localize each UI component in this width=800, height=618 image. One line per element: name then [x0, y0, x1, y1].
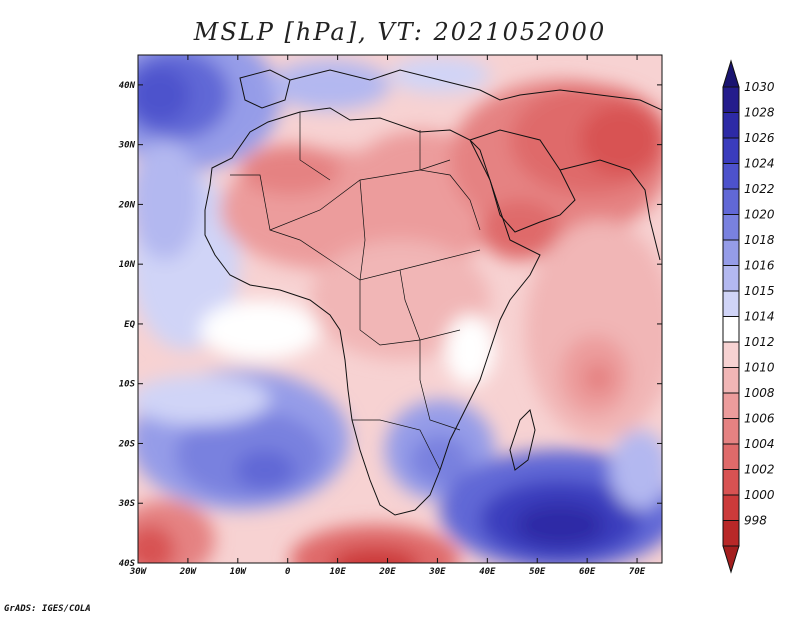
lon-tick-label: 10E: [329, 567, 346, 577]
colorbar-swatch: [722, 86, 740, 113]
europe-coastline: [289, 69, 662, 111]
colorbar-label: 1020: [744, 208, 775, 222]
colorbar-swatch: [722, 214, 740, 241]
lat-tick-label: EQ: [124, 320, 135, 330]
lat-tick-label: 30S: [118, 499, 136, 509]
colorbar-swatch: [722, 469, 740, 496]
colorbar-swatch: [722, 290, 740, 317]
lon-tick-label: 10W: [230, 567, 248, 577]
colorbar-label: 1012: [744, 335, 775, 349]
lat-tick-label: 20S: [118, 439, 136, 449]
credit-text: GrADS: IGES/COLA: [4, 604, 91, 614]
colorbar-swatch: [722, 316, 740, 343]
colorbar-label: 1010: [744, 361, 775, 375]
colorbar: 1030 1028 1026 1024 1022 1020 1018 1016 1015 1014…: [722, 59, 775, 574]
colorbar-swatch: [722, 392, 740, 419]
colorbar-label: 1026: [744, 131, 775, 145]
colorbar-swatch: [722, 137, 740, 164]
colorbar-label: 1004: [744, 437, 775, 451]
colorbar-label: 1008: [744, 386, 775, 400]
colorbar-label: 1000: [744, 488, 775, 502]
colorbar-swatch: [722, 163, 740, 190]
lat-tick-label: 10S: [119, 380, 136, 390]
borders: [230, 112, 481, 471]
colorbar-label: 1028: [744, 106, 775, 120]
colorbar-swatch: [722, 188, 740, 215]
lon-tick-label: 50E: [529, 567, 546, 577]
lat-tick-label: 40N: [119, 81, 136, 91]
lat-tick-label: 40S: [119, 559, 136, 569]
colorbar-swatch: [722, 494, 740, 521]
plot-title: MSLP [hPa], VT: 2021052000: [193, 18, 607, 46]
colorbar-label: 1030: [744, 80, 775, 94]
lon-tick-label: 0: [285, 567, 291, 577]
colorbar-label: 1006: [744, 412, 775, 426]
colorbar-label: 1024: [744, 157, 775, 171]
asia-coastline: [559, 159, 661, 261]
lon-tick-label: 70E: [629, 567, 646, 577]
colorbar-top-arrow: [722, 59, 740, 88]
colorbar-bottom-arrow: [722, 545, 740, 574]
lat-tick-label: 10N: [119, 260, 136, 270]
africa-coastline: [204, 107, 541, 516]
arabia-coastline: [469, 129, 576, 233]
lon-tick-label: 30W: [129, 567, 148, 577]
lat-tick-label: 30N: [118, 141, 136, 151]
colorbar-label: 1018: [744, 233, 775, 247]
map-frame: [137, 54, 663, 564]
colorbar-label: 1022: [744, 182, 775, 196]
colorbar-swatch: [722, 520, 740, 547]
colorbar-label: 998: [744, 514, 767, 528]
colorbar-label: 1014: [744, 310, 775, 324]
madagascar: [509, 409, 536, 471]
iberia-coastline: [239, 69, 291, 109]
colorbar-swatch: [722, 112, 740, 139]
colorbar-swatch: [722, 418, 740, 445]
colorbar-swatch: [722, 341, 740, 368]
colorbar-swatch: [722, 239, 740, 266]
axis-ticks: 30W 20W 10W 0 10E 20E 30E 40E 50E 60E 70E 40N 30N 20N…: [118, 55, 662, 577]
lon-tick-label: 20W: [179, 567, 198, 577]
lon-tick-label: 40E: [479, 567, 496, 577]
colorbar-label: 1002: [744, 463, 775, 477]
colorbar-swatch: [722, 443, 740, 470]
lat-tick-label: 20N: [118, 200, 136, 210]
coastlines: [204, 69, 662, 516]
lon-tick-label: 30E: [428, 567, 446, 577]
colorbar-swatch: [722, 265, 740, 292]
lon-tick-label: 60E: [579, 567, 596, 577]
colorbar-label: 1016: [744, 259, 775, 273]
colorbar-swatch: [722, 367, 740, 394]
colorbar-label: 1015: [744, 284, 775, 298]
lon-tick-label: 20E: [378, 567, 396, 577]
pressure-field: [138, 55, 662, 563]
